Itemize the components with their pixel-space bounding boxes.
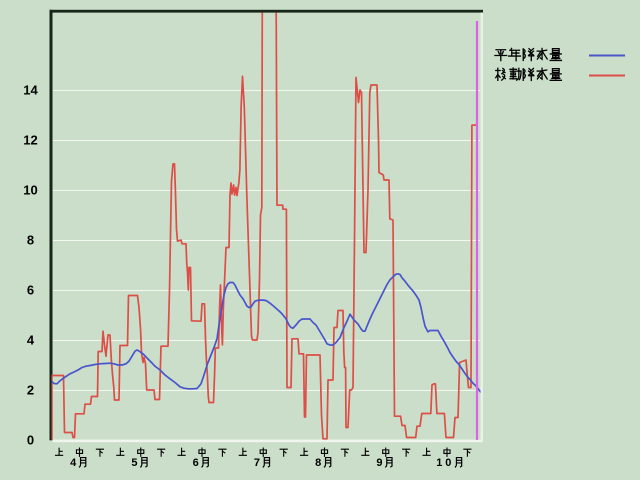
svg-text:6: 6 [27,283,34,298]
svg-text:4: 4 [27,333,35,348]
svg-text:0: 0 [27,433,34,448]
svg-text:8: 8 [315,457,321,469]
svg-text:5: 5 [131,457,137,469]
svg-text:12: 12 [23,133,37,148]
svg-text:0: 0 [445,457,451,469]
svg-text:2: 2 [27,383,34,398]
svg-text:14: 14 [23,83,38,98]
svg-text:7: 7 [254,457,260,469]
svg-text:1: 1 [436,457,442,469]
svg-text:10: 10 [23,183,37,198]
svg-text:8: 8 [27,233,34,248]
svg-text:9: 9 [376,457,382,469]
svg-text:4: 4 [70,457,77,469]
svg-text:6: 6 [193,457,199,469]
